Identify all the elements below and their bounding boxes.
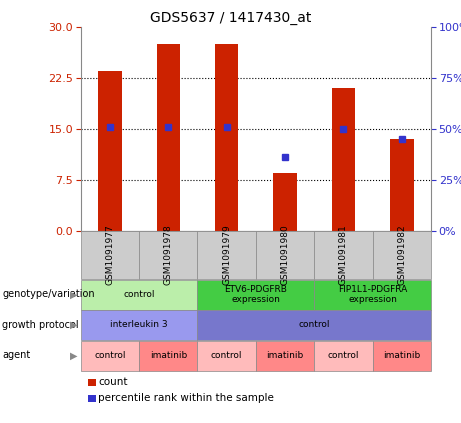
- Text: GDS5637 / 1417430_at: GDS5637 / 1417430_at: [150, 11, 311, 25]
- Text: percentile rank within the sample: percentile rank within the sample: [98, 393, 274, 404]
- Text: genotype/variation: genotype/variation: [2, 289, 95, 299]
- Bar: [157, 44, 180, 231]
- Text: control: control: [299, 320, 330, 330]
- Text: imatinib: imatinib: [383, 351, 420, 360]
- Text: growth protocol: growth protocol: [2, 320, 79, 330]
- Text: control: control: [94, 351, 125, 360]
- Text: GSM1091981: GSM1091981: [339, 225, 348, 285]
- Bar: [98, 71, 122, 231]
- Text: GSM1091977: GSM1091977: [106, 225, 114, 285]
- Bar: [390, 139, 414, 231]
- Text: control: control: [211, 351, 242, 360]
- Text: ▶: ▶: [70, 350, 77, 360]
- Text: FIP1L1-PDGFRA
expression: FIP1L1-PDGFRA expression: [338, 285, 407, 304]
- Text: GSM1091979: GSM1091979: [222, 225, 231, 285]
- Text: control: control: [124, 290, 155, 299]
- Text: control: control: [328, 351, 359, 360]
- Text: agent: agent: [2, 350, 30, 360]
- Text: imatinib: imatinib: [150, 351, 187, 360]
- Bar: [215, 44, 238, 231]
- Text: ▶: ▶: [70, 320, 77, 330]
- Text: count: count: [98, 377, 128, 387]
- Text: ▶: ▶: [70, 289, 77, 299]
- Bar: [332, 88, 355, 231]
- Text: GSM1091978: GSM1091978: [164, 225, 173, 285]
- Bar: [273, 173, 297, 231]
- Text: ETV6-PDGFRB
expression: ETV6-PDGFRB expression: [225, 285, 287, 304]
- Text: imatinib: imatinib: [266, 351, 304, 360]
- Text: GSM1091982: GSM1091982: [397, 225, 406, 285]
- Text: GSM1091980: GSM1091980: [281, 225, 290, 285]
- Text: interleukin 3: interleukin 3: [110, 320, 168, 330]
